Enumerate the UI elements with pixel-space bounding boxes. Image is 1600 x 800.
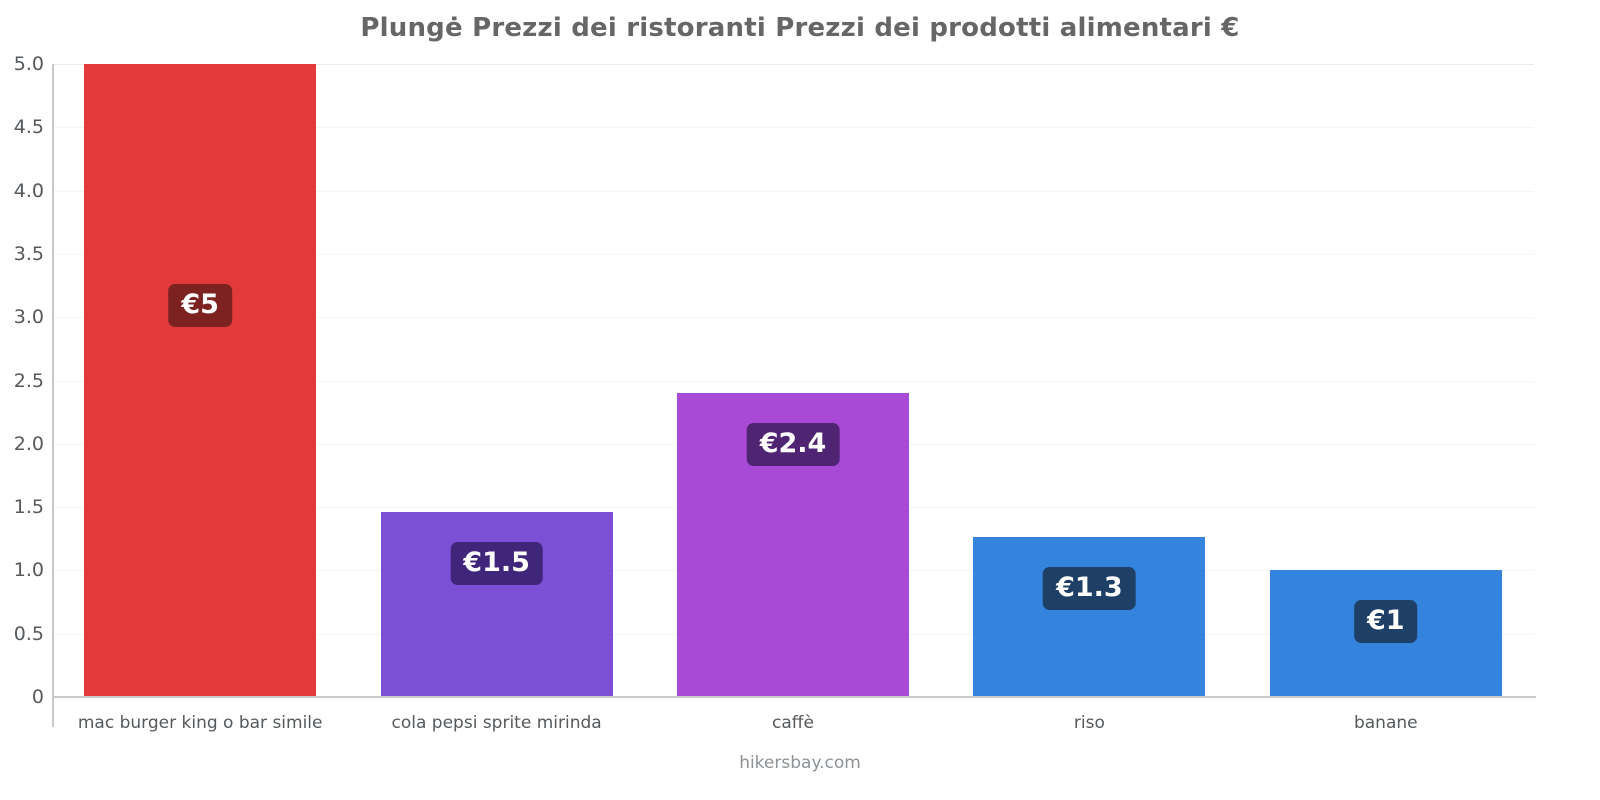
y-tick-label: 4.5	[13, 116, 44, 139]
x-category-label: cola pepsi sprite mirinda	[391, 713, 602, 733]
bar[interactable]: €1	[1269, 570, 1502, 697]
x-category-label: banane	[1353, 713, 1418, 733]
y-tick-label: 1.0	[13, 559, 44, 582]
attribution-footer: hikersbay.com	[739, 753, 861, 773]
x-category-label: caffè	[772, 713, 814, 733]
bar-value-label: €2.4	[746, 423, 840, 467]
gridline	[52, 127, 1534, 129]
x-category-label: mac burger king o bar simile	[77, 713, 323, 733]
bar[interactable]: €5	[84, 64, 317, 697]
bar[interactable]: €1.3	[973, 537, 1206, 697]
y-tick-label: 4.0	[13, 179, 44, 202]
gridline	[52, 64, 1534, 65]
y-tick-label: 2.5	[13, 369, 44, 392]
y-axis-line	[52, 64, 54, 727]
x-axis-line	[52, 696, 1536, 698]
y-tick-label: 0.5	[13, 622, 44, 645]
bar-value-label: €5	[168, 284, 232, 327]
gridline	[52, 380, 1534, 382]
x-category-label: riso	[1073, 713, 1105, 733]
gridline	[52, 190, 1534, 192]
y-tick-label: 3.5	[13, 242, 44, 265]
gridline	[52, 253, 1534, 255]
y-tick-label: 2.0	[13, 432, 44, 455]
chart-title: Plungė Prezzi dei ristoranti Prezzi dei …	[360, 13, 1240, 43]
gridline	[52, 317, 1534, 319]
bar-value-label: €1	[1354, 600, 1418, 644]
y-tick-label: 3.0	[13, 306, 44, 329]
bar-value-label: €1.5	[450, 542, 543, 586]
y-tick-label: 1.5	[13, 496, 44, 519]
y-tick-label: 5.0	[13, 53, 44, 75]
bar-value-label: €1.3	[1043, 567, 1136, 611]
plot-area: €5 €1.5 €2.4 €1.3 €1	[52, 64, 1534, 697]
bar[interactable]: €2.4	[677, 393, 909, 697]
bar[interactable]: €1.5	[380, 512, 613, 697]
y-tick-label: 0	[31, 686, 44, 708]
